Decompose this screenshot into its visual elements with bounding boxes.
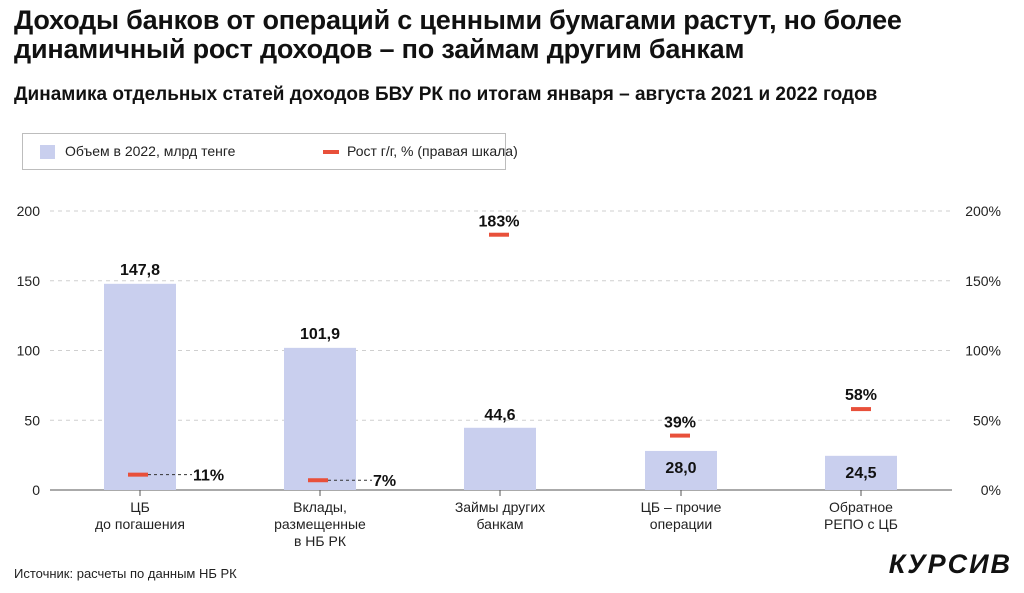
volume-bar (645, 450, 717, 490)
y-right-tick-label: 0% (981, 482, 1001, 498)
growth-data-label: 39% (664, 415, 696, 432)
volume-bar (825, 455, 897, 490)
volume-data-label: 101,9 (300, 326, 340, 343)
growth-marker (670, 433, 690, 438)
growth-marker (489, 232, 509, 237)
x-category-label: Вклады, (293, 499, 347, 515)
y-left-tick-label: 50 (24, 412, 40, 428)
growth-marker (308, 478, 328, 483)
legend-swatch-volume (40, 145, 55, 159)
x-category-label: банкам (476, 516, 523, 532)
y-left-tick-label: 150 (17, 273, 41, 289)
growth-marker (851, 407, 871, 412)
y-left-tick-label: 0 (32, 482, 40, 498)
x-category-label: Обратное (829, 499, 893, 515)
x-category-label: в НБ РК (294, 533, 347, 549)
growth-data-label: 183% (479, 214, 520, 231)
y-left-tick-label: 200 (17, 203, 41, 219)
growth-marker (128, 472, 148, 477)
x-category-label: РЕПО с ЦБ (824, 516, 898, 532)
x-category-label: ЦБ (130, 499, 150, 515)
volume-data-label: 147,8 (120, 262, 160, 279)
legend-swatch-growth (323, 150, 339, 154)
y-left-tick-label: 100 (17, 343, 41, 359)
growth-data-label: 11% (193, 468, 224, 485)
x-category-label: операции (650, 516, 712, 532)
y-right-tick-label: 200% (965, 203, 1001, 219)
growth-data-label: 7% (373, 473, 396, 490)
legend: Объем в 2022, млрд тенге Рост г/г, % (пр… (22, 133, 518, 170)
x-category-label: Займы других (455, 499, 545, 515)
legend-label-volume: Объем в 2022, млрд тенге (65, 143, 236, 159)
x-category-label: до погашения (95, 516, 185, 532)
volume-bar (284, 347, 356, 490)
y-right-tick-label: 150% (965, 273, 1001, 289)
volume-bar (104, 283, 176, 490)
x-category-label: ЦБ – прочие (641, 499, 722, 515)
chart-title: Доходы банков от операций с ценными бума… (14, 5, 902, 64)
volume-data-label: 44,6 (484, 407, 515, 424)
brand-logo: КУРСИВ (888, 549, 1012, 579)
y-right-tick-label: 50% (973, 412, 1001, 428)
volume-data-label: 24,5 (845, 465, 876, 482)
source-note: Источник: расчеты по данным НБ РК (14, 566, 237, 581)
x-category-label: размещенные (274, 516, 366, 532)
y-right-tick-label: 100% (965, 343, 1001, 359)
chart-subtitle: Динамика отдельных статей доходов БВУ РК… (14, 84, 878, 105)
growth-data-label: 58% (845, 387, 877, 404)
volume-bar (464, 427, 536, 490)
legend-label-growth: Рост г/г, % (правая шкала) (347, 143, 518, 159)
volume-data-label: 28,0 (665, 460, 696, 477)
